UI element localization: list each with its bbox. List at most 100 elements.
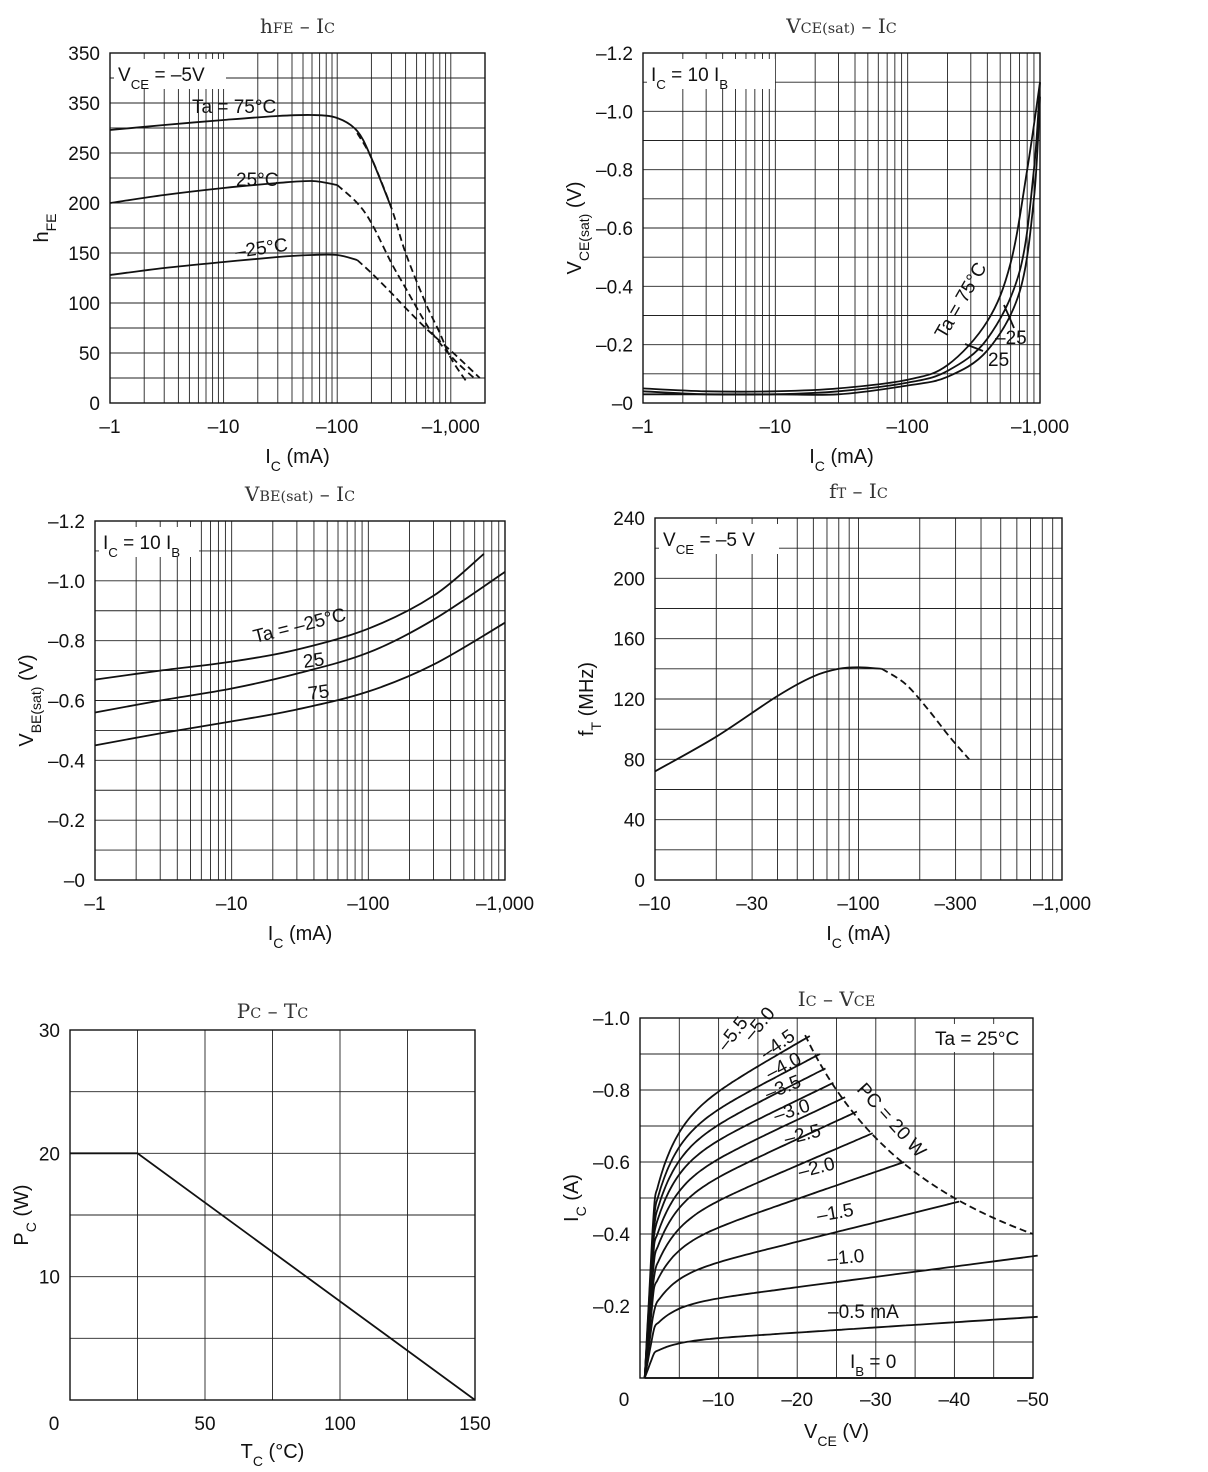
condition-box — [99, 527, 199, 557]
y-tick-label: –0 — [612, 394, 633, 415]
y-axis-label: IC (A) — [561, 1174, 589, 1222]
chart-vbesat-ic: –0 –0.2 –0.4 –0.6 –0.8 –1.0 –1.2 –1 –10 –100 –1,00… — [16, 482, 534, 951]
x-tick-label: –30 — [736, 894, 768, 915]
ib-curve-label: –0.5 mA — [828, 1302, 899, 1323]
y-tick-label: 0 — [89, 394, 100, 415]
plot-frame — [69, 1029, 476, 1401]
y-tick-label: 40 — [624, 811, 645, 832]
series-line — [70, 1152, 476, 1401]
series-label: 75 — [307, 681, 331, 705]
y-tick-label: –0.2 — [596, 336, 633, 357]
condition-label: VCE = –5 V — [663, 530, 755, 557]
y-tick-label: –1.2 — [48, 512, 85, 533]
series-line — [109, 180, 338, 204]
x-tick-label: –100 — [837, 894, 879, 915]
condition-box — [114, 59, 226, 89]
x-tick-label: –1 — [84, 894, 105, 915]
x-tick-label: –300 — [934, 894, 976, 915]
series-line — [643, 1132, 874, 1379]
x-tick-label: –1,000 — [476, 894, 534, 915]
y-tick-label: 350 — [68, 94, 100, 115]
plot-frame — [94, 520, 506, 881]
y-axis-label: PC (W) — [11, 1184, 39, 1245]
chart-title: hFE – IC — [260, 14, 335, 38]
plot-frame — [642, 52, 1041, 404]
x-tick-label: –100 — [887, 417, 929, 438]
condition-label: VCE = –5V — [118, 65, 205, 92]
x-tick-label: –1 — [99, 417, 120, 438]
x-tick-label: –20 — [781, 1390, 813, 1411]
series-line — [94, 571, 506, 714]
series-line — [643, 96, 1041, 396]
chart-hfe-ic: 0 50 100 150 200 250 350 350 –1 –10 –100 –1,000 hFE … — [31, 14, 486, 474]
chart-title: VBE(sat) – IC — [244, 482, 355, 506]
x-tick-label: –40 — [939, 1390, 971, 1411]
series-line — [643, 1035, 811, 1379]
y-tick-label: 160 — [613, 630, 645, 651]
y-tick-label: 350 — [68, 44, 100, 65]
x-tick-label: –10 — [703, 1390, 735, 1411]
series-line — [94, 621, 506, 747]
y-tick-label: –1.0 — [48, 572, 85, 593]
chart-title: PC – TC — [237, 999, 309, 1023]
y-tick-label: 50 — [79, 344, 100, 365]
x-tick-label: –100 — [347, 894, 389, 915]
label-pointer — [1003, 304, 1015, 329]
condition-label: Ta = 25°C — [935, 1029, 1019, 1050]
x-tick-label: –10 — [639, 894, 671, 915]
y-tick-label: –0.8 — [593, 1081, 630, 1102]
y-tick-label: 30 — [39, 1021, 60, 1042]
series-label: 25 — [302, 649, 326, 673]
condition-box — [925, 1024, 1025, 1052]
condition-label: IC = 10 IB — [651, 65, 728, 92]
series-line — [643, 1254, 1038, 1379]
series-line — [109, 114, 393, 209]
x-tick-label: –50 — [1017, 1390, 1049, 1411]
y-tick-label: –1.0 — [593, 1009, 630, 1030]
y-tick-label: 20 — [39, 1144, 60, 1165]
plot-frame — [109, 52, 486, 404]
y-axis-label: hFE — [31, 213, 59, 242]
series-line — [642, 82, 1041, 393]
x-tick-label: –10 — [208, 417, 240, 438]
y-tick-label: –0.6 — [596, 219, 633, 240]
y-tick-label: 200 — [68, 194, 100, 215]
series-line — [643, 1081, 834, 1379]
chart-ic-vce: –0.2 –0.4 –0.6 –0.8 –1.0 0 –10 –20 –30 –40 –50 IC –… — [561, 987, 1049, 1449]
series-line-dashed — [356, 132, 469, 384]
y-tick-label: –0.2 — [48, 811, 85, 832]
y-tick-label: –0.6 — [593, 1153, 630, 1174]
x-tick-label: 100 — [324, 1414, 356, 1435]
x-axis-label: TC (°C) — [241, 1441, 305, 1469]
y-tick-label: 80 — [624, 750, 645, 771]
series-line — [654, 666, 882, 773]
series-line — [643, 1096, 846, 1379]
chart-ft-ic: 0 40 80 120 160 200 240 –10 –30 –100 –300 –1,000 fT … — [576, 479, 1091, 951]
y-tick-label: 200 — [613, 569, 645, 590]
x-axis-label: IC (mA) — [268, 923, 333, 951]
series-line — [643, 1110, 858, 1379]
y-tick-label: 120 — [613, 690, 645, 711]
series-label: Ta = 75°C — [192, 97, 276, 118]
y-axis-label: fT (MHz) — [576, 662, 604, 736]
chart-title: VCE(sat) – IC — [785, 14, 897, 38]
ib-curve-label: –1.0 — [827, 1246, 866, 1270]
y-tick-label: –0.4 — [596, 277, 633, 298]
series-line-dashed — [356, 259, 481, 379]
chart-title: IC – VCE — [798, 987, 876, 1011]
y-tick-label: –0 — [64, 871, 85, 892]
x-tick-label: 0 — [619, 1390, 630, 1411]
condition-box — [647, 59, 775, 89]
y-tick-label: 240 — [613, 509, 645, 530]
series-line — [643, 1200, 960, 1379]
chart-pc-tc: 10 20 30 0 50 100 150 PC – TC TC (°C) PC (W) — [11, 999, 491, 1469]
series-line-dashed — [336, 184, 475, 379]
y-tick-label: –0.2 — [593, 1297, 630, 1318]
x-tick-label: –1,000 — [422, 417, 480, 438]
y-tick-label: 100 — [68, 294, 100, 315]
y-axis-label: VCE(sat) (V) — [564, 181, 592, 274]
x-tick-label: –1 — [632, 417, 653, 438]
plot-frame — [654, 517, 1063, 881]
label-pointer — [964, 343, 984, 352]
